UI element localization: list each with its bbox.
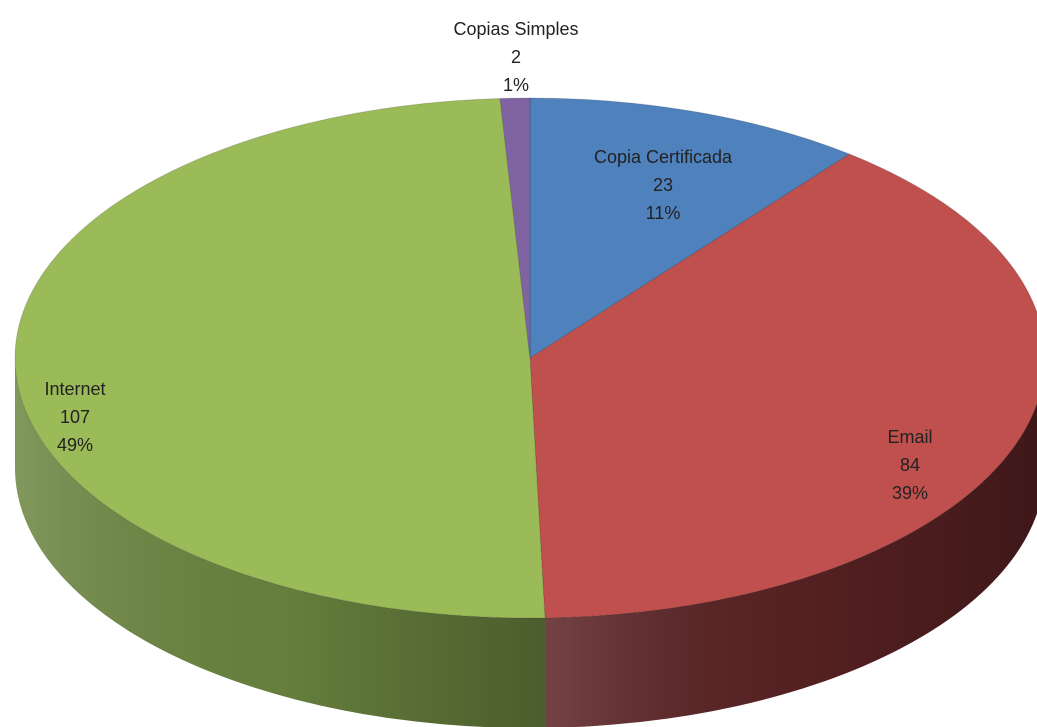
data-label-percent: 11%	[646, 203, 681, 223]
data-label-percent: 49%	[57, 435, 93, 455]
data-label-percent: 39%	[892, 483, 928, 503]
data-label-value: 107	[60, 407, 90, 427]
data-label-percent: 1%	[503, 75, 529, 95]
pie-slice	[529, 97, 851, 359]
pie-slice-side-shade	[544, 403, 1037, 727]
pie-slice	[529, 153, 1037, 619]
pie-slice	[14, 97, 546, 619]
data-label-value: 84	[900, 455, 920, 475]
data-label-value: 23	[653, 175, 673, 195]
data-label-name: Email	[887, 427, 932, 447]
pie-slice	[499, 97, 531, 359]
data-label-name: Copias Simples	[453, 19, 578, 39]
pie-slice-side-shade	[15, 358, 545, 727]
data-label-name: Copia Certificada	[594, 147, 733, 167]
data-label-value: 2	[511, 47, 521, 67]
data-label-name: Internet	[44, 379, 105, 399]
